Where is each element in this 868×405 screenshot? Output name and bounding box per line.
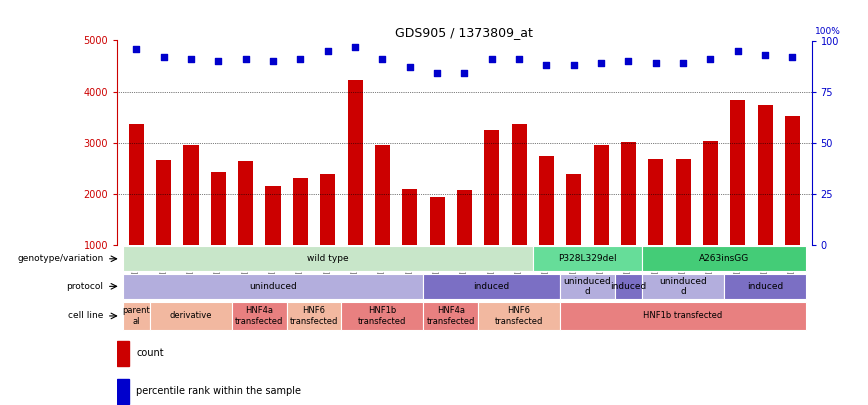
- Point: [621, 58, 635, 64]
- Bar: [703, 141, 718, 245]
- Text: count: count: [136, 348, 164, 358]
- Point: [212, 58, 226, 64]
- Bar: [150, 302, 232, 330]
- Bar: [286, 302, 341, 330]
- Bar: [785, 116, 800, 245]
- Bar: [117, 379, 129, 404]
- Text: HNF1b
transfected: HNF1b transfected: [358, 306, 406, 326]
- Point: [676, 60, 690, 66]
- Bar: [183, 145, 199, 245]
- Bar: [122, 274, 424, 299]
- Bar: [533, 246, 642, 271]
- Text: 100%: 100%: [815, 28, 841, 36]
- Bar: [457, 190, 472, 245]
- Bar: [648, 159, 663, 245]
- Text: A263insGG: A263insGG: [699, 254, 749, 263]
- Point: [567, 62, 581, 68]
- Point: [457, 70, 471, 77]
- Point: [184, 55, 198, 62]
- Bar: [642, 274, 724, 299]
- Point: [239, 55, 253, 62]
- Point: [266, 58, 280, 64]
- Point: [348, 43, 362, 50]
- Bar: [566, 174, 582, 245]
- Bar: [560, 302, 806, 330]
- Bar: [511, 124, 527, 245]
- Bar: [156, 160, 171, 245]
- Text: protocol: protocol: [66, 282, 103, 291]
- Text: genotype/variation: genotype/variation: [17, 254, 103, 263]
- Point: [648, 60, 662, 66]
- Bar: [430, 197, 444, 245]
- Point: [703, 55, 717, 62]
- Point: [129, 45, 143, 52]
- Text: uninduced: uninduced: [249, 282, 297, 291]
- Bar: [478, 302, 560, 330]
- Bar: [266, 186, 280, 245]
- Point: [512, 55, 526, 62]
- Text: percentile rank within the sample: percentile rank within the sample: [136, 386, 301, 396]
- Bar: [117, 341, 129, 366]
- Bar: [758, 105, 773, 245]
- Text: HNF4a
transfected: HNF4a transfected: [426, 306, 475, 326]
- Text: derivative: derivative: [170, 311, 213, 320]
- Point: [293, 55, 307, 62]
- Text: P328L329del: P328L329del: [558, 254, 617, 263]
- Bar: [375, 145, 390, 245]
- Text: cell line: cell line: [68, 311, 103, 320]
- Bar: [615, 274, 642, 299]
- Bar: [293, 178, 308, 245]
- Text: HNF4a
transfected: HNF4a transfected: [235, 306, 284, 326]
- Point: [403, 64, 417, 70]
- Bar: [621, 142, 636, 245]
- Text: induced: induced: [747, 282, 783, 291]
- Bar: [122, 246, 533, 271]
- Bar: [232, 302, 286, 330]
- Bar: [347, 80, 363, 245]
- Title: GDS905 / 1373809_at: GDS905 / 1373809_at: [396, 26, 533, 39]
- Point: [786, 53, 799, 60]
- Bar: [128, 124, 144, 245]
- Point: [484, 55, 498, 62]
- Bar: [724, 274, 806, 299]
- Bar: [642, 246, 806, 271]
- Bar: [402, 189, 418, 245]
- Point: [431, 70, 444, 77]
- Text: HNF6
transfected: HNF6 transfected: [495, 306, 543, 326]
- Point: [376, 55, 390, 62]
- Point: [539, 62, 553, 68]
- Bar: [560, 274, 615, 299]
- Bar: [211, 173, 226, 245]
- Bar: [484, 130, 499, 245]
- Point: [594, 60, 608, 66]
- Text: HNF1b transfected: HNF1b transfected: [643, 311, 723, 320]
- Bar: [675, 159, 691, 245]
- Text: induced: induced: [474, 282, 510, 291]
- Point: [731, 47, 745, 54]
- Bar: [594, 145, 608, 245]
- Bar: [122, 302, 150, 330]
- Text: uninduced
d: uninduced d: [563, 277, 611, 296]
- Bar: [238, 161, 253, 245]
- Text: uninduced
d: uninduced d: [659, 277, 707, 296]
- Bar: [424, 274, 560, 299]
- Text: induced: induced: [610, 282, 647, 291]
- Text: wild type: wild type: [307, 254, 348, 263]
- Bar: [424, 302, 478, 330]
- Bar: [341, 302, 424, 330]
- Text: HNF6
transfected: HNF6 transfected: [290, 306, 339, 326]
- Point: [321, 47, 335, 54]
- Point: [157, 53, 171, 60]
- Bar: [539, 156, 554, 245]
- Bar: [730, 100, 746, 245]
- Point: [758, 51, 772, 58]
- Bar: [320, 174, 335, 245]
- Text: parent
al: parent al: [122, 306, 150, 326]
